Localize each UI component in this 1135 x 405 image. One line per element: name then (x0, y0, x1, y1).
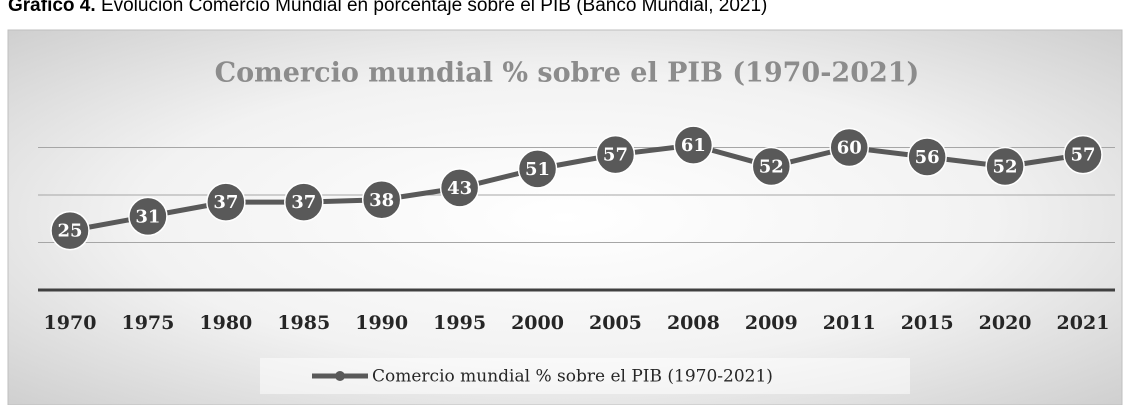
marker (517, 149, 558, 189)
marker (751, 146, 792, 187)
marker (1063, 134, 1103, 175)
marker (50, 210, 90, 251)
x-tick-label: 2005 (589, 312, 642, 334)
x-tick-label: 1980 (199, 312, 252, 334)
data-label: 57 (1070, 145, 1095, 166)
data-label: 37 (291, 192, 316, 213)
data-label: 37 (213, 192, 238, 213)
x-tick-label: 2000 (511, 312, 564, 334)
marker (439, 168, 480, 208)
x-tick-label: 2011 (823, 312, 876, 334)
data-label: 61 (681, 135, 706, 156)
marker (907, 137, 947, 177)
caption: Gráfico 4. Evolución Comercio Mundial en… (8, 0, 767, 16)
data-label: 56 (915, 147, 940, 168)
data-label: 31 (135, 206, 160, 227)
x-tick-label: 1985 (277, 312, 330, 334)
data-label: 57 (603, 145, 628, 166)
data-label: 52 (993, 157, 1018, 178)
marker (985, 146, 1025, 187)
x-tick-label: 1990 (355, 312, 408, 334)
x-tick-label: 2008 (667, 312, 720, 334)
x-tick-label: 1975 (121, 312, 174, 334)
data-label: 52 (759, 157, 784, 178)
chart-area (7, 29, 1123, 405)
data-label: 25 (57, 221, 82, 242)
caption-text: Evolución Comercio Mundial en porcentaje… (101, 0, 767, 16)
x-tick-label: 1970 (44, 312, 97, 334)
x-tick-label: 1995 (433, 312, 486, 334)
x-tick-label: 2009 (745, 312, 798, 334)
x-tick-label: 2021 (1057, 312, 1110, 334)
legend-box (260, 358, 910, 394)
data-label: 60 (837, 138, 862, 159)
x-tick-label: 2020 (979, 312, 1032, 334)
marker (128, 196, 168, 237)
legend-marker (335, 371, 345, 381)
data-label: 51 (525, 159, 550, 180)
data-label: 38 (369, 190, 394, 211)
marker (673, 125, 714, 165)
caption-label: Gráfico 4. (8, 0, 96, 16)
legend-label: Comercio mundial % sobre el PIB (1970-20… (372, 367, 773, 387)
marker (206, 182, 246, 222)
x-tick-label: 2015 (901, 312, 954, 334)
data-label: 43 (447, 178, 472, 199)
marker (829, 127, 869, 168)
marker (284, 182, 324, 222)
marker (361, 180, 402, 220)
marker (595, 134, 636, 175)
chart-title: Comercio mundial % sobre el PIB (1970-20… (215, 58, 920, 89)
